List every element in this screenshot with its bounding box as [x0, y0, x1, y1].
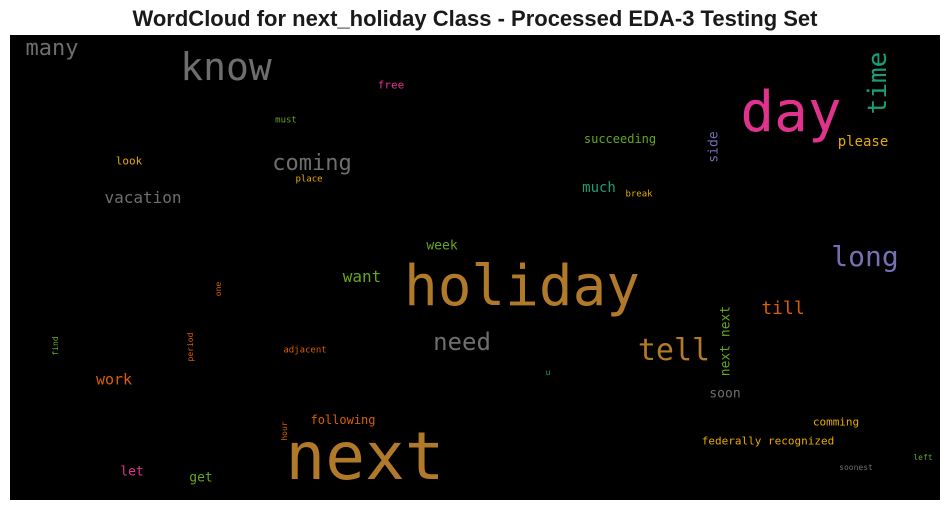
- word-left: left: [913, 453, 933, 462]
- word-coming: coming: [272, 151, 352, 176]
- word-know: know: [180, 45, 272, 89]
- chart-title: WordCloud for next_holiday Class - Proce…: [132, 6, 818, 31]
- word-place: place: [295, 174, 323, 185]
- word-following: following: [310, 413, 376, 427]
- word-side: side: [706, 131, 722, 163]
- word-look: look: [115, 154, 143, 168]
- word-soonest: soonest: [839, 463, 873, 472]
- word-holiday: holiday: [403, 254, 641, 319]
- word-many: many: [25, 36, 79, 61]
- word-tell: tell: [637, 333, 711, 368]
- word-much: much: [582, 180, 616, 196]
- word-next: next: [285, 418, 445, 495]
- word-time: time: [863, 51, 893, 115]
- word-must: must: [275, 115, 297, 126]
- word-please: please: [837, 134, 889, 150]
- word-till: till: [761, 298, 805, 319]
- word-one: one: [214, 281, 223, 297]
- word-next-next: next next: [718, 305, 734, 377]
- word-find: find: [51, 336, 60, 356]
- word-get: get: [189, 470, 213, 486]
- wordcloud-canvas: holiday next day know long tell time many coming…: [10, 35, 940, 500]
- word-want: want: [342, 267, 382, 286]
- word-need: need: [433, 328, 491, 356]
- word-work: work: [95, 370, 133, 389]
- word-federally-recognized: federally recognized: [701, 434, 835, 448]
- word-soon: soon: [709, 386, 741, 402]
- word-hour: hour: [280, 421, 289, 441]
- word-succeeding: succeeding: [583, 132, 657, 146]
- word-adjacent: adjacent: [283, 345, 327, 356]
- word-free: free: [377, 78, 405, 92]
- word-u: u: [545, 368, 551, 377]
- word-long: long: [831, 240, 899, 273]
- word-vacation: vacation: [104, 188, 182, 207]
- word-week: week: [426, 238, 458, 254]
- word-period: period: [186, 332, 195, 362]
- word-break: break: [625, 189, 653, 200]
- word-let: let: [120, 464, 144, 480]
- word-comming: comming: [812, 415, 860, 429]
- word-day: day: [740, 80, 842, 145]
